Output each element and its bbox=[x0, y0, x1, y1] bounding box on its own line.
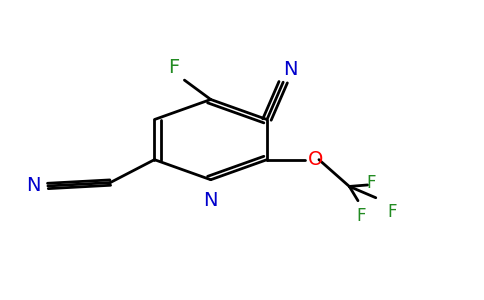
Text: N: N bbox=[203, 191, 218, 210]
Text: F: F bbox=[366, 175, 376, 193]
Text: F: F bbox=[388, 203, 397, 221]
Text: F: F bbox=[357, 207, 366, 225]
Text: N: N bbox=[283, 60, 298, 79]
Text: N: N bbox=[26, 176, 41, 196]
Text: O: O bbox=[308, 150, 323, 169]
Text: F: F bbox=[168, 58, 180, 77]
